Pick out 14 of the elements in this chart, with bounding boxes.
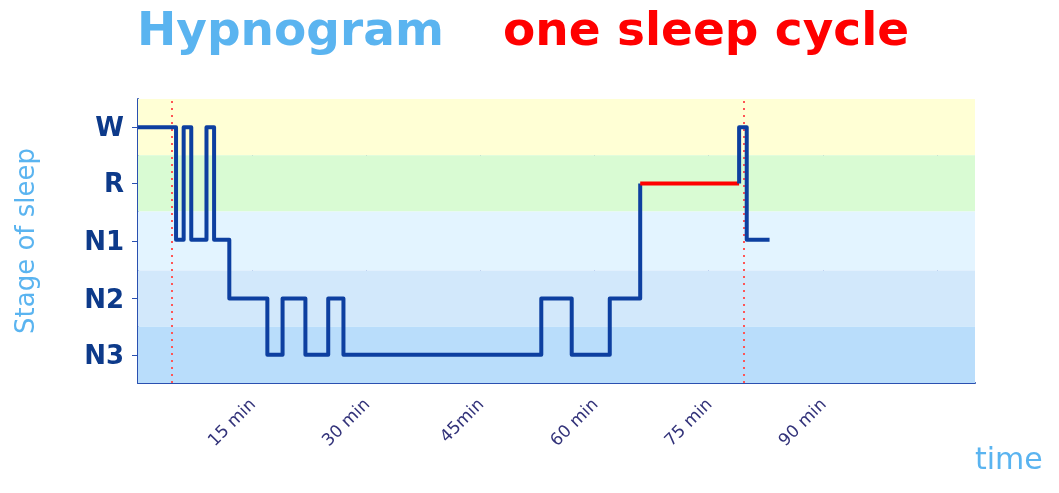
chart-subtitle: one sleep cycle	[503, 1, 910, 56]
chart-title: Hypnogram	[137, 1, 444, 56]
y-axis-title: Stage of sleep	[10, 148, 40, 334]
x-tick-label: 15 min	[203, 393, 260, 450]
x-tick-label: 90 min	[773, 393, 830, 450]
text: W	[95, 112, 124, 143]
text: N3	[84, 339, 124, 370]
x-tick-label: 60 min	[545, 393, 602, 450]
x-tick-label: 75 min	[659, 393, 716, 450]
text: R	[103, 168, 124, 199]
x-axis-title: time	[975, 440, 1043, 476]
text: N2	[84, 283, 124, 314]
text: N1	[84, 226, 124, 256]
x-tick-label: 30 min	[317, 393, 374, 450]
